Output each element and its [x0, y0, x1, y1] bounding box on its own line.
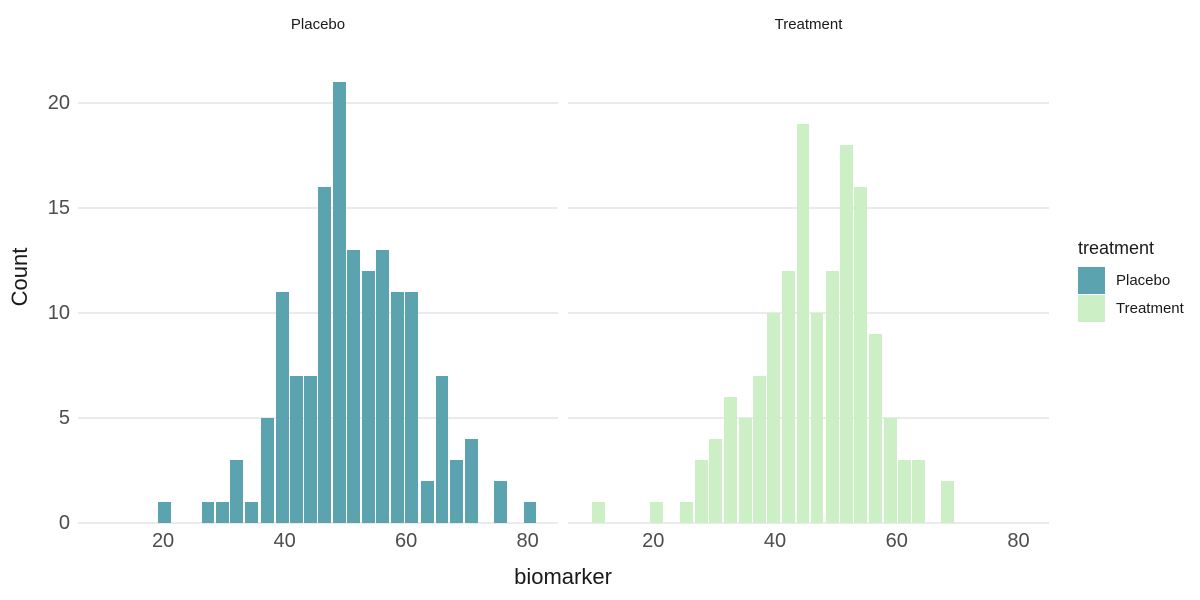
legend-entry: Placebo: [1078, 266, 1184, 294]
histogram-bar: [766, 313, 780, 523]
x-axis-title: biomarker: [514, 564, 612, 589]
facet-strip-label: Placebo: [290, 16, 346, 33]
legend-entry-label: Treatment: [1116, 299, 1184, 317]
y-tick-label: 15: [47, 197, 70, 219]
histogram-bar: [405, 292, 418, 523]
gridline: [78, 522, 558, 524]
histogram-bar: [825, 271, 839, 523]
histogram-bar: [940, 481, 954, 523]
histogram-bar: [391, 292, 405, 523]
histogram-bar: [420, 481, 434, 523]
histogram-bar: [375, 250, 389, 523]
histogram-bar: [649, 502, 663, 523]
x-tick-label: 20: [151, 530, 175, 552]
histogram-bar: [244, 502, 258, 523]
legend-entry: Treatment: [1078, 294, 1184, 322]
x-tick-label: 80: [1007, 530, 1030, 552]
histogram-bar: [781, 271, 795, 523]
histogram-bar: [230, 460, 244, 523]
facet-panel: [78, 45, 558, 524]
legend: treatment Placebo Treatment: [1078, 238, 1184, 322]
legend-swatch: [1078, 294, 1105, 322]
histogram-bar: [840, 145, 854, 523]
histogram-bar: [724, 397, 738, 523]
histogram-bar: [883, 418, 897, 523]
x-tick-label: 40: [273, 530, 296, 552]
x-tick-label: 80: [516, 530, 539, 552]
histogram-bar: [752, 376, 766, 523]
histogram-bar: [275, 292, 289, 523]
histogram-bar: [318, 187, 332, 523]
gridline: [568, 102, 1049, 104]
gridline: [78, 312, 558, 314]
histogram-bar: [854, 187, 868, 523]
histogram-bar: [157, 502, 171, 523]
gridline: [568, 522, 1049, 524]
histogram-bar: [435, 376, 449, 523]
histogram-bar: [450, 460, 463, 523]
histogram-bar: [464, 439, 478, 523]
facet-panel: [568, 45, 1049, 524]
x-tick-label: 20: [642, 530, 665, 552]
histogram-bar: [869, 334, 882, 523]
legend-title: treatment: [1078, 238, 1155, 258]
histogram-bar: [897, 460, 911, 523]
histogram-bar: [709, 439, 723, 523]
histogram-bar: [303, 376, 317, 523]
gridline: [78, 102, 558, 104]
y-tick-label: 20: [47, 92, 70, 114]
histogram-bar: [796, 124, 810, 523]
histogram-bar: [591, 502, 605, 523]
histogram-bar: [332, 82, 346, 523]
gridline: [78, 417, 558, 419]
y-tick-label: 10: [47, 302, 70, 324]
histogram-bar: [361, 271, 375, 523]
histogram-bar: [810, 313, 824, 523]
histogram-bar: [694, 460, 708, 523]
histogram-bar: [201, 502, 215, 523]
x-tick-label: 60: [394, 530, 418, 552]
legend-entries: Placebo Treatment: [1078, 266, 1184, 322]
histogram-bar: [523, 502, 537, 523]
y-tick-label: 5: [58, 407, 70, 429]
histogram-bar: [494, 481, 508, 523]
y-tick-label: 0: [58, 512, 70, 534]
facet-strip-label: Treatment: [774, 16, 843, 33]
legend-entry-label: Placebo: [1116, 271, 1171, 289]
histogram-bar: [347, 250, 361, 523]
histogram-bar: [912, 460, 926, 523]
histogram-bar: [679, 502, 693, 523]
legend-swatch: [1078, 266, 1105, 294]
histogram-bar: [216, 502, 230, 523]
gridline: [78, 207, 558, 209]
histogram-bar: [261, 418, 274, 523]
histogram-bar: [738, 418, 752, 523]
x-tick-label: 40: [763, 530, 787, 552]
x-tick-label: 60: [885, 530, 908, 552]
histogram-bar: [289, 376, 303, 523]
